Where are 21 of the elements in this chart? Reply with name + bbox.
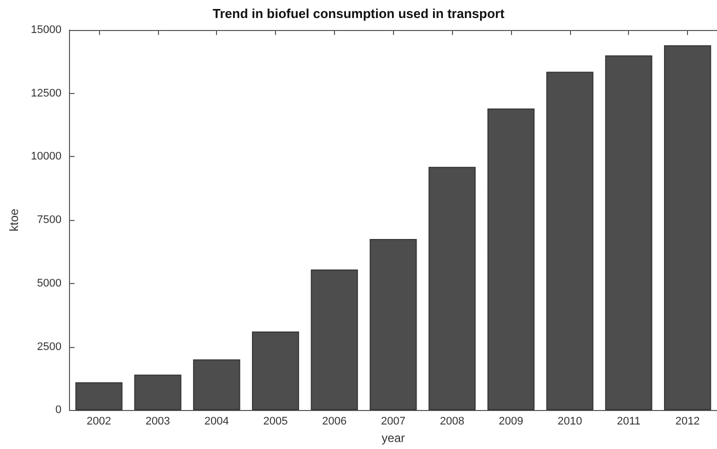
x-tick-label: 2004 — [204, 416, 229, 428]
x-tick-label: 2012 — [675, 416, 700, 428]
x-tick-label: 2008 — [440, 416, 464, 428]
x-tick-label: 2006 — [322, 416, 347, 428]
x-tick-label: 2002 — [86, 416, 112, 428]
x-tick-label: 2010 — [558, 416, 582, 428]
y-tick-label: 12500 — [30, 87, 62, 100]
x-tick-label: 2011 — [616, 416, 641, 428]
chart-title: Trend in biofuel consumption used in transport — [212, 6, 506, 21]
x-tick-label: 2003 — [146, 416, 170, 428]
y-tick-label: 15000 — [30, 24, 62, 36]
y-axis-title: ktoe — [7, 208, 21, 232]
y-tick-label: 10000 — [30, 150, 62, 163]
y-tick-label: 2500 — [37, 340, 62, 353]
x-tick-label: 2007 — [381, 416, 406, 428]
x-tick-label: 2009 — [498, 416, 524, 428]
x-axis-title: year — [382, 431, 405, 445]
y-tick-label: 7500 — [37, 214, 62, 226]
y-tick-label: 5000 — [37, 277, 62, 290]
y-tick-label: 0 — [55, 404, 62, 416]
x-tick-label: 2005 — [263, 416, 288, 428]
